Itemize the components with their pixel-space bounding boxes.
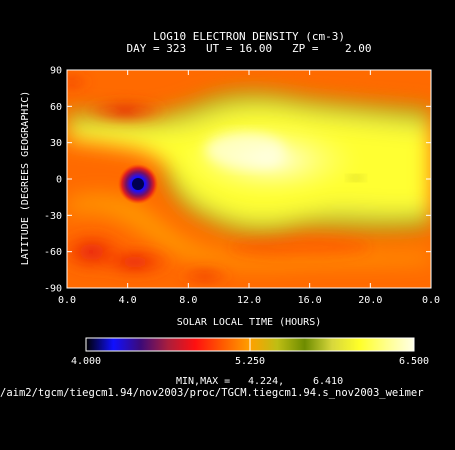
x-tick-label: 20.0 [358, 295, 382, 306]
chart-subtitle: DAY = 323 UT = 16.00 ZP = 2.00 [126, 42, 371, 55]
density-minimum [118, 164, 158, 204]
y-tick-label: -30 [44, 211, 62, 222]
colorbar-min-label: 4.000 [71, 356, 101, 367]
x-axis-label: SOLAR LOCAL TIME (HOURS) [177, 317, 322, 328]
x-tick-label: 16.0 [298, 295, 322, 306]
x-tick-label: 0.0 [422, 295, 440, 306]
x-tick-label: 0.0 [58, 295, 76, 306]
y-axis: 90 60 30 0 -30 -60 -90 [44, 66, 431, 295]
chart-title: LOG10 ELECTRON DENSITY (cm-3) [153, 30, 345, 43]
x-axis: 0.0 4.0 8.0 12.0 16.0 20.0 0.0 [58, 70, 440, 306]
y-tick-label: -90 [44, 284, 62, 295]
file-path: /aim2/tgcm/tiegcm1.94/nov2003/proc/TGCM.… [0, 387, 424, 399]
colorbar-max-label: 6.500 [399, 356, 429, 367]
colorbar-mid-label: 5.250 [235, 356, 265, 367]
minmax-label: MIN,MAX = [176, 376, 230, 387]
y-tick-label: 0 [56, 175, 62, 186]
y-axis-label: LATITUDE (DEGREES GEOGRAPHIC) [20, 91, 31, 266]
max-value: 6.410 [313, 376, 343, 387]
x-tick-label: 4.0 [119, 295, 137, 306]
y-tick-label: -60 [44, 247, 62, 258]
min-value: 4.224, [248, 376, 284, 387]
y-tick-label: 30 [50, 138, 62, 149]
y-tick-label: 60 [50, 102, 62, 113]
x-tick-label: 12.0 [237, 295, 261, 306]
heatmap-field [67, 70, 431, 288]
x-tick-label: 8.0 [179, 295, 197, 306]
y-tick-label: 90 [50, 66, 62, 77]
